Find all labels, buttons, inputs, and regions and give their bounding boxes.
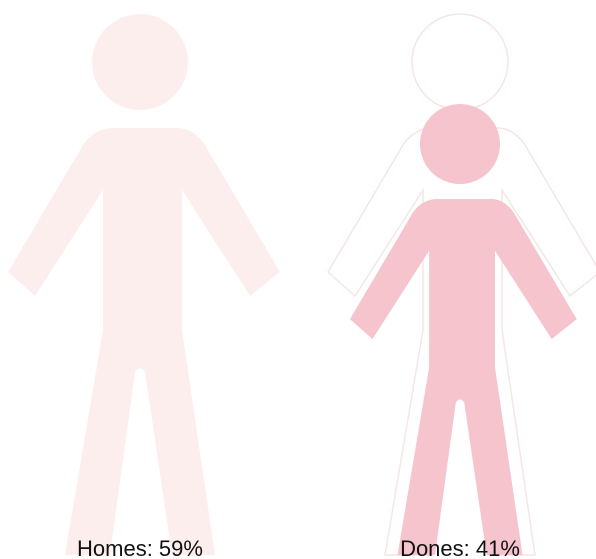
figure-body bbox=[8, 128, 280, 555]
figure-head bbox=[92, 14, 188, 110]
figure bbox=[349, 104, 577, 556]
figure-head bbox=[411, 13, 509, 111]
figure-body bbox=[349, 199, 577, 556]
figure bbox=[8, 14, 280, 555]
value-label: Homes: 59% bbox=[77, 536, 203, 559]
value-label: Dones: 41% bbox=[400, 536, 520, 559]
figure-head bbox=[419, 104, 501, 185]
